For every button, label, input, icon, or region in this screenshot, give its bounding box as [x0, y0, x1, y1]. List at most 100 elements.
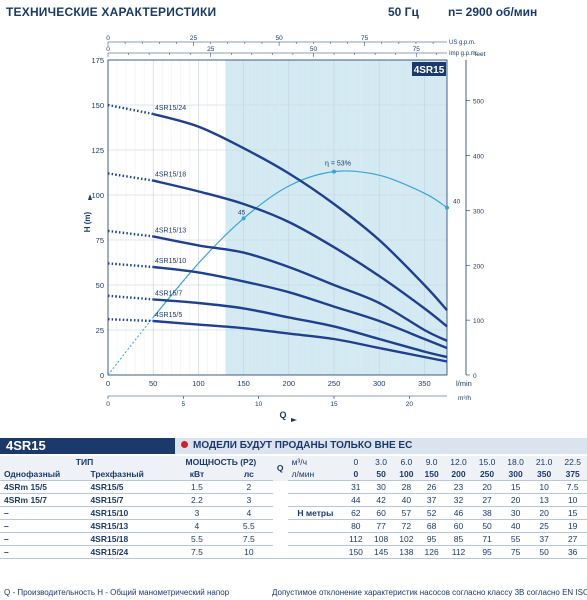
- feet-tick-label: 500: [473, 99, 484, 106]
- bullet-icon: [181, 441, 188, 448]
- series-label: 4SR15/24: [155, 105, 186, 112]
- head-value: 15: [558, 506, 587, 520]
- head-value: 26: [418, 480, 445, 494]
- m3h-value: 3.0: [368, 456, 394, 468]
- lpm-value: 150: [418, 468, 445, 481]
- head-value: 40: [501, 519, 530, 533]
- head-value: 20: [501, 493, 530, 507]
- curve-dotted: [107, 318, 154, 323]
- head-value: 95: [472, 545, 502, 559]
- m3h-unit-label: m³/h: [458, 395, 471, 402]
- series-label: 4SR15/5: [155, 312, 182, 319]
- head-value: 85: [444, 532, 473, 546]
- head-value: 42: [368, 493, 394, 507]
- power-hp: 7.5: [224, 532, 273, 546]
- impgpm-tick-label: 50: [310, 46, 318, 53]
- head-value: 95: [418, 532, 445, 546]
- y-tick-label: 150: [91, 101, 104, 110]
- x-tick-label: 100: [192, 379, 205, 388]
- lpm-value: 250: [472, 468, 502, 481]
- table-row: –4SR15/13 4 5.5 80 77 72 68 60 50 40 25 19: [0, 519, 587, 533]
- chart-model-badge: [412, 62, 446, 76]
- head-value: 145: [368, 545, 394, 559]
- head-value: 30: [501, 506, 530, 520]
- frequency-label: 50 Гц: [388, 5, 419, 19]
- plot-frame: [107, 59, 448, 376]
- head-value: 37: [529, 532, 559, 546]
- model-label: 4SR15: [0, 438, 175, 454]
- lpm-value: 0: [343, 468, 369, 481]
- head-value: 112: [444, 545, 473, 559]
- head-value: 46: [444, 506, 473, 520]
- series-label: 4SR15/10: [155, 258, 186, 265]
- m3h-value: 12.0: [444, 456, 473, 468]
- single-phase-model: 4SRm 15/5: [0, 480, 87, 494]
- single-phase-model: 4SRm 15/7: [0, 493, 87, 507]
- m3h-value: 22.5: [558, 456, 587, 468]
- efficiency-marker: [445, 205, 449, 210]
- curve-dotted: [107, 103, 154, 116]
- power-hp: 2: [224, 480, 273, 494]
- m3h-value: 6.0: [393, 456, 419, 468]
- single-phase-model: –: [0, 506, 87, 520]
- y-tick-label: 125: [91, 146, 104, 155]
- impgpm-tick-label: 0: [106, 46, 110, 53]
- m3h-value: 9.0: [418, 456, 445, 468]
- x-tick-label: 250: [328, 379, 341, 388]
- head-value: 23: [444, 480, 473, 494]
- head-value: 60: [368, 506, 394, 520]
- x-tick-label: 50: [149, 379, 157, 388]
- power-kw: 1.5: [168, 480, 225, 494]
- type-header: ТИП: [0, 456, 169, 468]
- three-phase-model: 4SR15/7: [86, 493, 169, 507]
- feet-tick-label: 200: [473, 263, 484, 270]
- lpm-unit: л/мин: [287, 468, 344, 481]
- curve-dotted: [107, 294, 154, 301]
- head-value: 75: [501, 545, 530, 559]
- footer-tolerance: Допустимое отклонение характеристик насо…: [272, 588, 587, 597]
- series-line: [152, 112, 448, 312]
- x-tick-label: 0: [106, 379, 110, 388]
- h-label: [287, 493, 344, 507]
- head-value: 77: [368, 519, 394, 533]
- h-label: [287, 480, 344, 494]
- usgpm-tick-label: 75: [361, 35, 369, 42]
- head-value: 10: [558, 493, 587, 507]
- eu-notice: МОДЕЛИ БУДУТ ПРОДАНЫ ТОЛЬКО ВНЕ ЕС: [175, 438, 587, 454]
- feet-tick-label: 100: [473, 318, 484, 325]
- head-value: 10: [529, 480, 559, 494]
- head-value: 62: [343, 506, 369, 520]
- feet-axis-label: feet: [475, 51, 486, 58]
- m3h-tick-label: 5: [182, 401, 186, 408]
- x-tick-label: 150: [237, 379, 250, 388]
- m3h-tick-label: 20: [406, 401, 414, 408]
- three-phase-model: 4SR15/10: [86, 506, 169, 520]
- series-line: [152, 179, 448, 328]
- head-value: 28: [393, 480, 419, 494]
- x-tick-label: 300: [373, 379, 386, 388]
- series-label: 4SR15/7: [155, 290, 182, 297]
- power-header: МОЩНОСТЬ (P2): [168, 456, 273, 468]
- power-kw: 7.5: [168, 545, 225, 559]
- head-value: 25: [529, 519, 559, 533]
- efficiency-marker-label: 45: [238, 209, 246, 216]
- speed-label: n= 2900 об/мин: [448, 5, 538, 19]
- head-value: 112: [343, 532, 369, 546]
- power-kw: 2.2: [168, 493, 225, 507]
- impgpm-tick-label: 75: [413, 46, 421, 53]
- m3h-tick-label: 15: [330, 401, 338, 408]
- head-value: 7.5: [558, 480, 587, 494]
- m3h-value: 18.0: [501, 456, 530, 468]
- series-line: [153, 265, 448, 350]
- y-tick-label: 75: [96, 236, 104, 245]
- curve-dotted: [107, 172, 154, 182]
- three-phase-model: 4SR15/18: [86, 532, 169, 546]
- y-tick-label: 175: [91, 56, 104, 65]
- y-axis-arrow-icon: [88, 194, 92, 200]
- head-value: 20: [529, 506, 559, 520]
- three-phase-model: 4SR15/24: [86, 545, 169, 559]
- curve-dotted: [107, 262, 154, 269]
- head-value: 36: [558, 545, 587, 559]
